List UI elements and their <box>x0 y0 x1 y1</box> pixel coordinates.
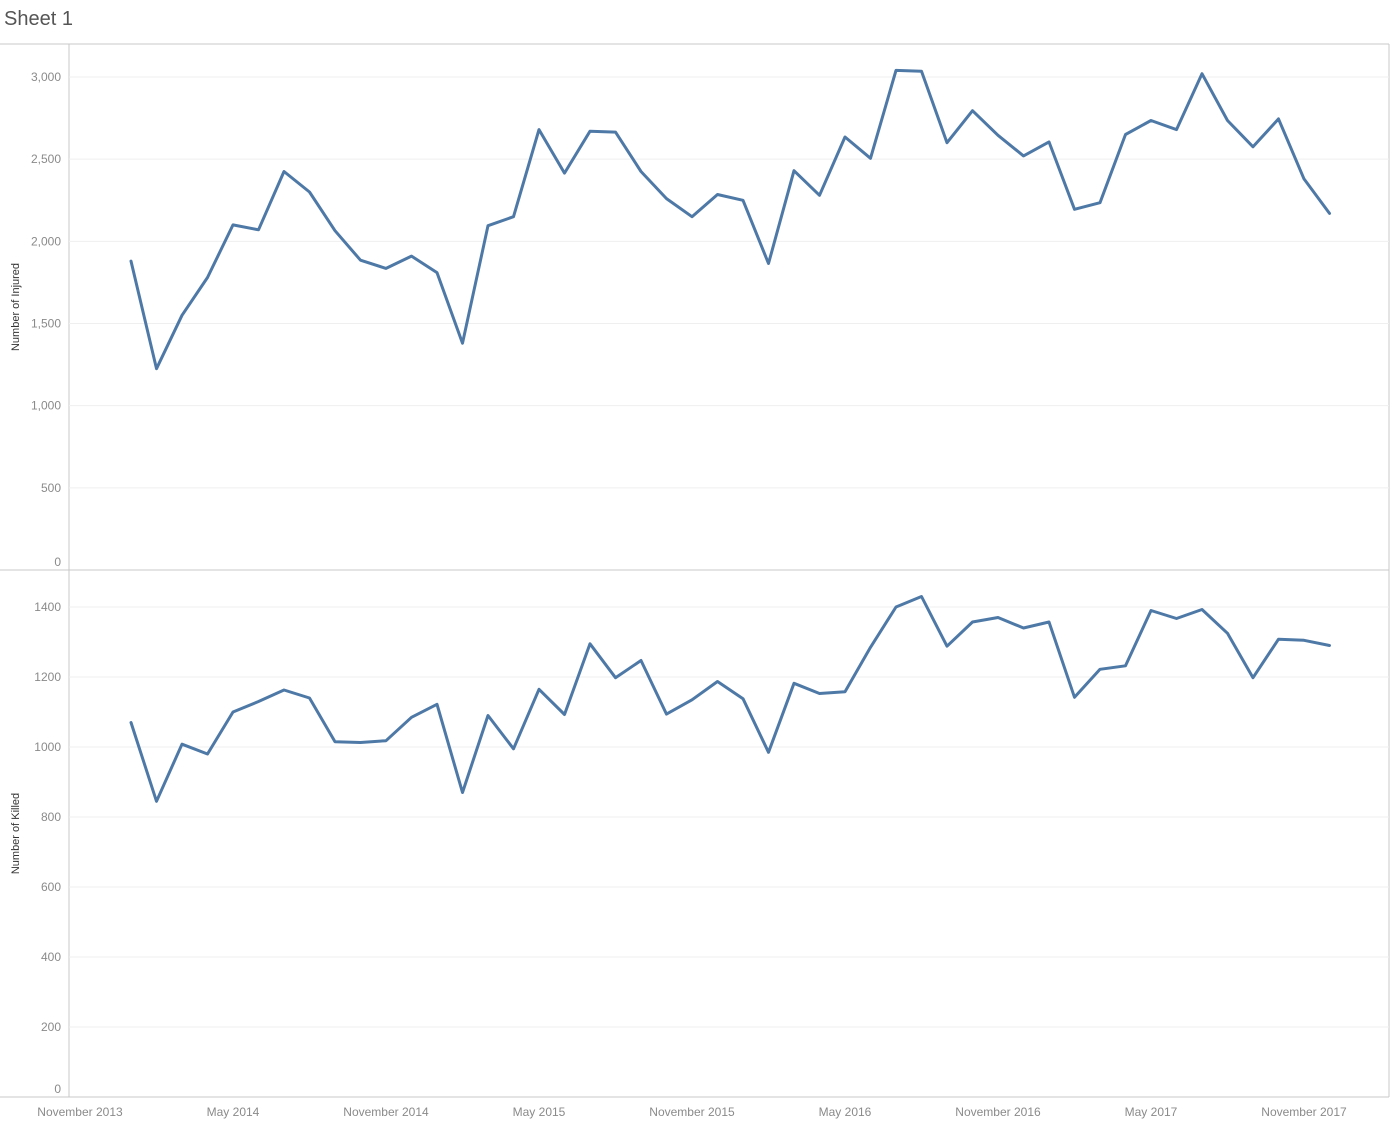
y-tick-label: 1,500 <box>31 317 61 331</box>
x-tick-label: May 2015 <box>513 1105 566 1119</box>
x-tick-label: November 2017 <box>1261 1105 1347 1119</box>
y-tick-label: 400 <box>41 950 61 964</box>
x-tick-label: May 2017 <box>1125 1105 1178 1119</box>
y-tick-label: 1,000 <box>31 399 61 413</box>
y-tick-label: 600 <box>41 880 61 894</box>
x-tick-label: November 2015 <box>649 1105 735 1119</box>
y-tick-label: 200 <box>41 1020 61 1034</box>
injured-panel: 0 500 1,000 1,500 2,000 2,500 3,000 Number of I… <box>10 68 1389 569</box>
chart-frame <box>0 43 1390 1098</box>
y-tick-label: 0 <box>54 1082 61 1096</box>
x-tick-label: May 2016 <box>819 1105 872 1119</box>
y-axis-title: Number of Killed <box>10 793 22 874</box>
y-tick-label: 800 <box>41 810 61 824</box>
sheet-title: Sheet 1 <box>4 8 73 30</box>
y-tick-label: 3,000 <box>31 70 61 84</box>
y-tick-label: 0 <box>54 555 61 569</box>
y-tick-label: 1000 <box>34 740 61 754</box>
y-tick-label: 1400 <box>34 600 61 614</box>
y-axis-title: Number of Injured <box>10 263 22 351</box>
x-tick-label: May 2014 <box>207 1105 260 1119</box>
y-tick-label: 500 <box>41 481 61 495</box>
y-tick-label: 2,000 <box>31 234 61 248</box>
series-line <box>129 595 1331 803</box>
x-tick-label: November 2014 <box>343 1105 429 1119</box>
killed-panel: 0 200 400 600 800 1000 1200 1400 Number of Kille… <box>10 595 1389 1096</box>
x-axis: November 2013 May 2014 November 2014 May 20… <box>37 1105 1347 1119</box>
x-tick-label: November 2013 <box>37 1105 123 1119</box>
y-tick-label: 2,500 <box>31 152 61 166</box>
x-tick-label: November 2016 <box>955 1105 1041 1119</box>
series-line <box>129 68 1331 371</box>
y-tick-label: 1200 <box>34 670 61 684</box>
